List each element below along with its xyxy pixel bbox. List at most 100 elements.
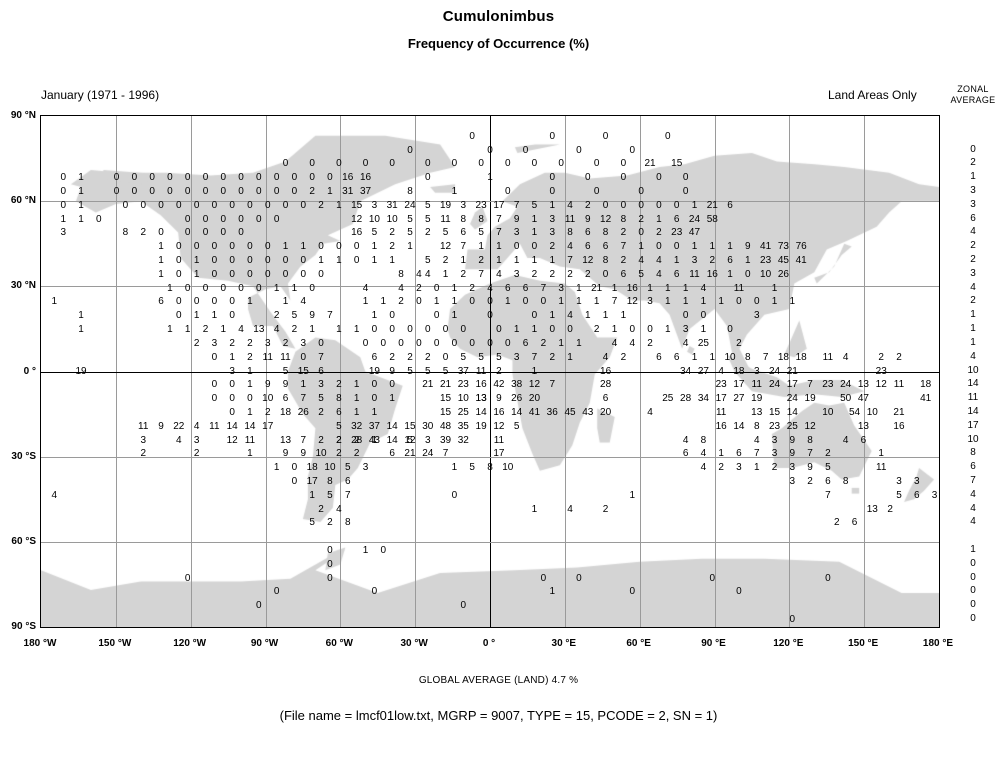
gridline-vertical <box>565 116 566 627</box>
grid-cell-value: 1 <box>487 172 493 184</box>
grid-cell-value: 1 <box>291 282 298 294</box>
grid-cell-value: 5 <box>478 351 484 363</box>
grid-cell-value: 10 <box>315 448 327 460</box>
grid-cell-value: 0 <box>256 185 262 197</box>
grid-cell-value: 0 <box>700 310 707 322</box>
grid-cell-value: 1 <box>158 255 164 266</box>
grid-cell-value: 1 <box>665 282 671 294</box>
grid-cell-value: 4 <box>700 282 707 294</box>
zonal-average-value: 4 <box>970 488 976 500</box>
grid-cell-value: 9 <box>585 213 591 225</box>
grid-cell-value: 11 <box>751 379 762 391</box>
grid-cell-value: 10 <box>724 351 736 363</box>
grid-cell-value: 8 <box>602 255 609 266</box>
grid-cell-value: 12 <box>626 296 638 308</box>
grid-cell-value: 2 <box>585 268 591 280</box>
grid-cell-value: 1 <box>353 393 360 405</box>
grid-cell-value: 2 <box>336 448 342 460</box>
grid-cell-value: 0 <box>353 255 360 266</box>
grid-cell-value: 21 <box>786 365 798 377</box>
gridline-vertical <box>789 116 790 627</box>
grid-cell-value: 4 <box>753 434 760 446</box>
grid-cell-value: 1 <box>460 255 467 266</box>
grid-cell-value: 12 <box>351 213 363 225</box>
grid-cell-value: 4 <box>842 434 849 446</box>
grid-cell-value: 21 <box>706 199 718 211</box>
grid-cell-value: 2 <box>647 337 653 349</box>
grid-cell-value: 0 <box>602 130 609 142</box>
grid-cell-value: 0 <box>593 185 600 197</box>
grid-cell-value: 14 <box>786 406 798 418</box>
grid-cell-value: 1 <box>585 310 591 322</box>
grid-cell-value: 41 <box>920 393 932 405</box>
grid-cell-value: 19 <box>439 199 452 211</box>
grid-cell-value: 4 <box>176 434 182 446</box>
grid-cell-value: 1 <box>513 324 520 336</box>
grid-cell-value: 7 <box>611 296 618 308</box>
grid-cell-value: 8 <box>753 420 760 432</box>
grid-cell-value: 0 <box>282 158 289 170</box>
grid-cell-value: 34 <box>697 393 709 405</box>
grid-cell-value: 0 <box>531 158 538 170</box>
grid-cell-value: 4 <box>51 489 58 501</box>
grid-cell-value: 0 <box>416 296 422 308</box>
grid-cell-value: 0 <box>451 489 458 501</box>
grid-cell-value: 0 <box>753 296 760 308</box>
grid-cell-value: 17 <box>262 420 274 432</box>
grid-cell-value: 1 <box>611 282 618 294</box>
grid-cell-value: 11 <box>564 213 576 225</box>
grid-cell-value: 0 <box>176 268 182 280</box>
grid-cell-value: 0 <box>264 255 271 266</box>
grid-cell-value: 0 <box>273 172 280 184</box>
grid-cell-value: 0 <box>736 296 742 308</box>
grid-cell-value: 1 <box>353 406 360 418</box>
grid-cell-value: 6 <box>336 406 342 418</box>
grid-cell-value: 0 <box>585 172 591 184</box>
grid-cell-value: 1 <box>531 227 538 239</box>
grid-cell-value: 0 <box>362 337 369 349</box>
grid-cell-value: 5 <box>469 462 475 474</box>
grid-cell-value: 3 <box>896 475 902 487</box>
grid-cell-value: 8 <box>700 434 707 446</box>
grid-cell-value: 7 <box>496 227 502 239</box>
grid-cell-value: 1 <box>727 268 733 280</box>
grid-cell-value: 28 <box>680 393 692 405</box>
grid-cell-value: 1 <box>451 462 458 474</box>
grid-cell-value: 0 <box>576 144 582 156</box>
grid-cell-value: 0 <box>540 296 547 308</box>
grid-cell-value: 4 <box>496 268 502 280</box>
grid-cell-value: 45 <box>564 406 576 418</box>
grid-cell-value: 6 <box>656 351 662 363</box>
grid-cell-value: 19 <box>75 365 87 377</box>
grid-cell-value: 41 <box>760 241 772 253</box>
grid-cell-value: 1 <box>878 448 884 460</box>
grid-cell-value: 2 <box>602 503 609 515</box>
grid-cell-value: 0 <box>220 185 227 197</box>
grid-cell-value: 1 <box>593 296 600 308</box>
grid-cell-value: 8 <box>807 434 813 446</box>
grid-cell-value: 0 <box>620 158 627 170</box>
grid-cell-value: 1 <box>273 282 280 294</box>
grid-cell-value: 7 <box>540 282 547 294</box>
grid-cell-value: 0 <box>176 199 182 211</box>
grid-cell-value: 0 <box>327 545 333 557</box>
grid-cell-value: 0 <box>229 241 235 253</box>
grid-cell-value: 7 <box>513 199 520 211</box>
grid-cell-value: 0 <box>309 158 315 170</box>
grid-cell-value: 1 <box>700 324 707 336</box>
grid-cell-value: 0 <box>113 185 120 197</box>
gridline-vertical <box>715 116 716 627</box>
grid-cell-value: 0 <box>238 227 244 239</box>
grid-cell-value: 5 <box>496 351 502 363</box>
grid-cell-value: 0 <box>220 227 227 239</box>
grid-cell-value: 1 <box>327 185 333 197</box>
grid-cell-value: 1 <box>531 503 538 515</box>
zonal-average-value: 4 <box>970 502 976 514</box>
zonal-average-header-line1: ZONAL <box>957 84 989 94</box>
grid-cell-value: 47 <box>688 227 701 239</box>
grid-cell-value: 1 <box>451 185 458 197</box>
grid-cell-value: 24 <box>422 448 434 460</box>
grid-cell-value: 0 <box>247 393 253 405</box>
grid-cell-value: 2 <box>807 475 813 487</box>
grid-cell-value: 2 <box>887 503 893 515</box>
